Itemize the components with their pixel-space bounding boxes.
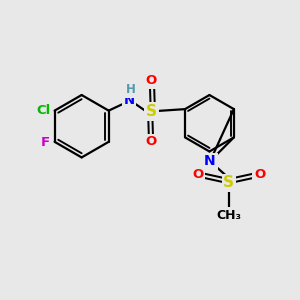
Text: N: N <box>124 94 135 107</box>
Text: H: H <box>126 83 136 96</box>
Text: S: S <box>223 175 234 190</box>
Text: O: O <box>254 168 265 181</box>
Text: N: N <box>204 154 216 168</box>
Text: S: S <box>223 175 234 190</box>
Text: O: O <box>192 168 203 181</box>
Text: N: N <box>204 154 216 168</box>
Text: F: F <box>41 136 50 149</box>
Text: O: O <box>146 74 157 87</box>
Text: CH₃: CH₃ <box>216 208 241 222</box>
Text: S: S <box>146 104 157 119</box>
Text: Cl: Cl <box>36 103 50 116</box>
Text: O: O <box>146 136 157 148</box>
Text: O: O <box>192 168 203 181</box>
Text: O: O <box>146 74 157 87</box>
Text: Cl: Cl <box>36 103 50 116</box>
Text: O: O <box>254 168 265 181</box>
Text: S: S <box>146 104 157 119</box>
Text: O: O <box>146 136 157 148</box>
Text: CH₃: CH₃ <box>216 208 241 222</box>
Text: F: F <box>41 136 50 149</box>
Text: H: H <box>126 83 136 96</box>
Text: N: N <box>124 94 135 107</box>
